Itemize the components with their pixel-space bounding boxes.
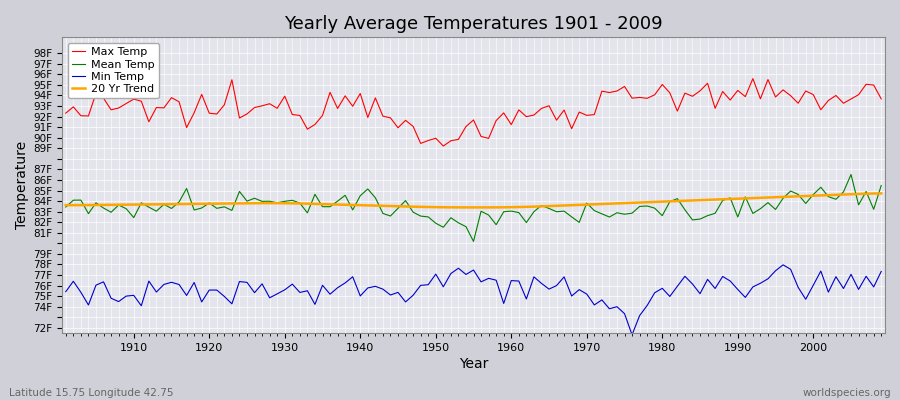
Mean Temp: [332, 199, 343, 204]
Min Temp: [778, 262, 788, 267]
Line: Min Temp: Min Temp: [66, 265, 881, 335]
Min Temp: [597, 298, 608, 302]
Max Temp: [332, 106, 343, 111]
Line: 20 Yr Trend: 20 Yr Trend: [66, 193, 881, 208]
Text: Latitude 15.75 Longitude 42.75: Latitude 15.75 Longitude 42.75: [9, 388, 174, 398]
Max Temp: [876, 96, 886, 101]
Max Temp: [748, 76, 759, 81]
Line: Max Temp: Max Temp: [66, 78, 881, 146]
Min Temp: [60, 289, 71, 294]
Max Temp: [604, 90, 615, 95]
Mean Temp: [876, 183, 886, 188]
Max Temp: [60, 111, 71, 116]
Text: worldspecies.org: worldspecies.org: [803, 388, 891, 398]
Mean Temp: [604, 215, 615, 220]
Min Temp: [287, 282, 298, 286]
Min Temp: [626, 332, 637, 337]
20 Yr Trend: [506, 205, 517, 210]
Line: Mean Temp: Mean Temp: [66, 174, 881, 242]
Mean Temp: [846, 172, 857, 177]
Mean Temp: [513, 210, 524, 215]
20 Yr Trend: [60, 203, 71, 208]
Title: Yearly Average Temperatures 1901 - 2009: Yearly Average Temperatures 1901 - 2009: [284, 15, 662, 33]
Max Temp: [438, 144, 449, 148]
Min Temp: [499, 301, 509, 306]
Mean Temp: [287, 198, 298, 203]
20 Yr Trend: [604, 201, 615, 206]
Mean Temp: [468, 239, 479, 244]
20 Yr Trend: [876, 191, 886, 196]
Min Temp: [506, 278, 517, 283]
Y-axis label: Temperature: Temperature: [15, 141, 29, 229]
Legend: Max Temp, Mean Temp, Min Temp, 20 Yr Trend: Max Temp, Mean Temp, Min Temp, 20 Yr Tre…: [68, 43, 159, 98]
20 Yr Trend: [461, 205, 472, 210]
Max Temp: [506, 122, 517, 127]
Max Temp: [287, 112, 298, 117]
20 Yr Trend: [513, 205, 524, 210]
Min Temp: [332, 285, 343, 290]
Min Temp: [876, 269, 886, 274]
20 Yr Trend: [287, 201, 298, 206]
Min Temp: [121, 294, 131, 298]
20 Yr Trend: [121, 202, 131, 207]
20 Yr Trend: [332, 202, 343, 207]
Mean Temp: [506, 209, 517, 214]
Max Temp: [513, 108, 524, 112]
Mean Temp: [60, 205, 71, 210]
Max Temp: [121, 101, 131, 106]
Mean Temp: [121, 206, 131, 211]
X-axis label: Year: Year: [459, 357, 488, 371]
